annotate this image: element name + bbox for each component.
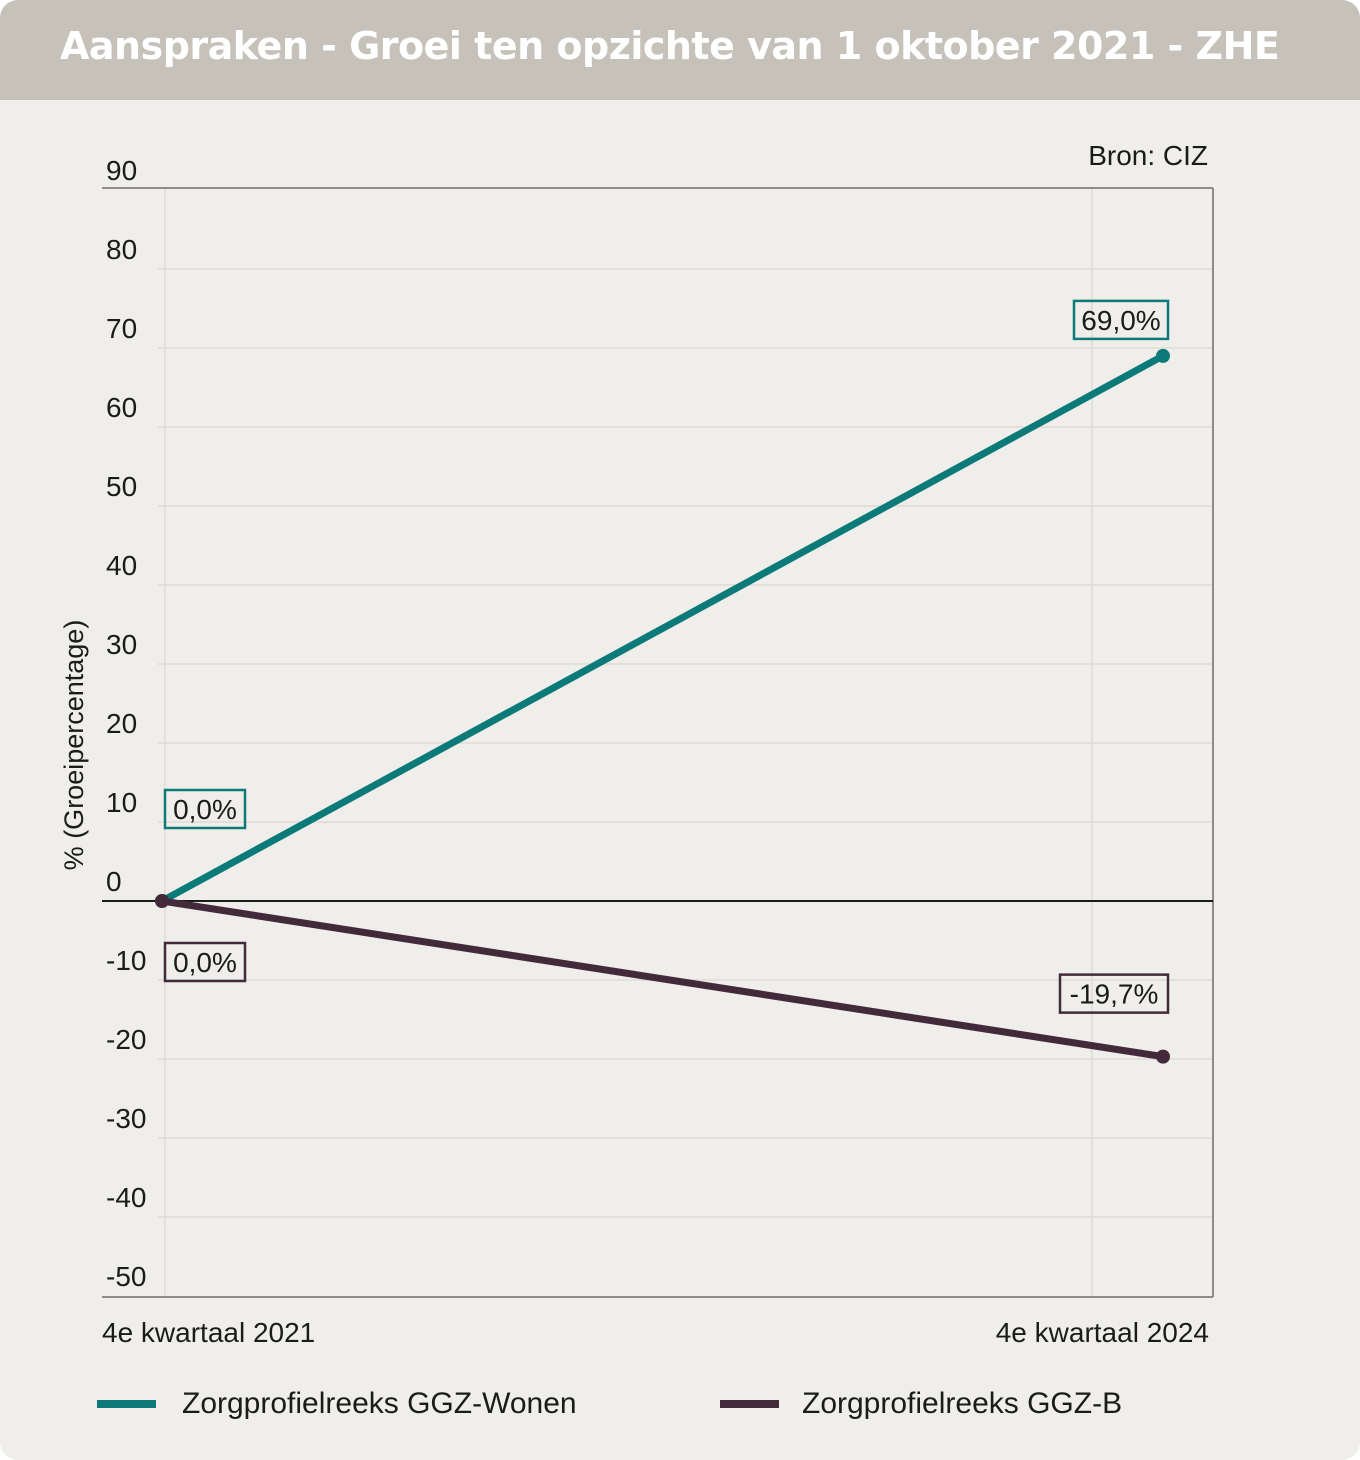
y-tick-label: 0 bbox=[106, 866, 122, 897]
y-tick-label: 60 bbox=[106, 392, 137, 423]
y-tick-label: 40 bbox=[106, 550, 137, 581]
x-tick-label: 4e kwartaal 2024 bbox=[996, 1317, 1209, 1348]
y-tick-labels: 90 80 70 60 50 40 30 20 10 0 -10 -20 -30 -40 -50 bbox=[106, 155, 146, 1292]
y-tick-label: 30 bbox=[106, 629, 137, 660]
chart-title: Aanspraken - Groei ten opzichte van 1 ok… bbox=[60, 24, 1280, 68]
y-tick-label: 80 bbox=[106, 234, 137, 265]
title-bar: Aanspraken - Groei ten opzichte van 1 ok… bbox=[0, 0, 1360, 100]
data-label: 0,0% bbox=[173, 947, 237, 978]
data-label: 0,0% bbox=[173, 794, 237, 825]
legend: Zorgprofielreeks GGZ-Wonen Zorgprofielree… bbox=[97, 1387, 1122, 1420]
data-label-box bbox=[1072, 299, 1170, 341]
legend-label: Zorgprofielreeks GGZ-B bbox=[802, 1387, 1122, 1420]
y-tick-label: 70 bbox=[106, 313, 137, 344]
y-tick-label: -20 bbox=[106, 1024, 146, 1055]
y-tick-label: 10 bbox=[106, 787, 137, 818]
data-label-box bbox=[163, 941, 247, 983]
series-lines bbox=[155, 348, 1170, 1064]
data-point bbox=[155, 894, 169, 908]
data-label: -19,7% bbox=[1070, 979, 1159, 1010]
data-labels: 0,0% 69,0% 0,0% -19,7% bbox=[163, 299, 1170, 1014]
grid-lines bbox=[158, 188, 1213, 1297]
axes bbox=[102, 187, 1214, 1298]
source-label: Bron: CIZ bbox=[1088, 140, 1208, 171]
x-tick-labels: 4e kwartaal 2021 4e kwartaal 2024 bbox=[102, 1317, 1209, 1348]
data-point bbox=[1156, 348, 1170, 363]
y-axis-label: % (Groeipercentage) bbox=[59, 620, 89, 871]
y-tick-label: 50 bbox=[106, 471, 137, 502]
y-tick-label: -30 bbox=[106, 1103, 146, 1134]
legend-label: Zorgprofielreeks GGZ-Wonen bbox=[182, 1387, 577, 1420]
data-point bbox=[1156, 1049, 1170, 1064]
y-tick-label: -40 bbox=[106, 1182, 146, 1213]
series-line bbox=[158, 897, 1167, 1061]
data-label-box bbox=[163, 788, 247, 830]
y-tick-label: 20 bbox=[106, 708, 137, 739]
data-label: 69,0% bbox=[1081, 305, 1160, 336]
series-line bbox=[158, 352, 1167, 905]
data-label-box bbox=[1058, 973, 1170, 1014]
y-tick-label: 90 bbox=[106, 155, 137, 186]
y-tick-label: -10 bbox=[106, 945, 146, 976]
y-tick-label: -50 bbox=[106, 1261, 146, 1292]
x-tick-label: 4e kwartaal 2021 bbox=[102, 1317, 315, 1348]
